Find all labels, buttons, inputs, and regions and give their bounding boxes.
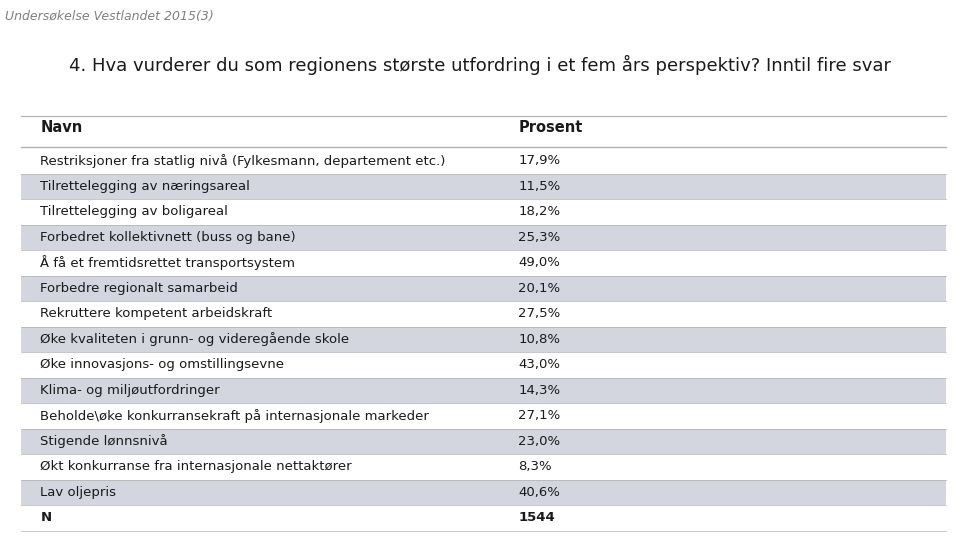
Text: Forbedret kollektivnett (buss og bane): Forbedret kollektivnett (buss og bane)	[40, 231, 296, 244]
Text: Navn: Navn	[40, 120, 83, 135]
Text: Tilrettelegging av næringsareal: Tilrettelegging av næringsareal	[40, 180, 251, 193]
Text: 10,8%: 10,8%	[518, 333, 561, 346]
Text: 49,0%: 49,0%	[518, 256, 561, 269]
Text: Rekruttere kompetent arbeidskraft: Rekruttere kompetent arbeidskraft	[40, 307, 273, 320]
Text: 4. Hva vurderer du som regionens største utfordring i et fem års perspektiv? Inn: 4. Hva vurderer du som regionens største…	[69, 55, 891, 75]
Text: 25,3%: 25,3%	[518, 231, 561, 244]
Text: 8,3%: 8,3%	[518, 460, 552, 473]
Text: Øke kvaliteten i grunn- og videregående skole: Øke kvaliteten i grunn- og videregående …	[40, 332, 349, 346]
Bar	[21, 327, 946, 352]
Text: 20,1%: 20,1%	[518, 282, 561, 295]
Text: Tilrettelegging av boligareal: Tilrettelegging av boligareal	[40, 205, 228, 218]
Text: Klima- og miljøutfordringer: Klima- og miljøutfordringer	[40, 384, 220, 397]
Text: Prosent: Prosent	[518, 120, 583, 135]
Text: Forbedre regionalt samarbeid: Forbedre regionalt samarbeid	[40, 282, 238, 295]
Text: Økt konkurranse fra internasjonale nettaktører: Økt konkurranse fra internasjonale netta…	[40, 460, 352, 473]
Text: Øke innovasjons- og omstillingsevne: Øke innovasjons- og omstillingsevne	[40, 358, 284, 372]
Bar	[21, 173, 946, 199]
Text: Restriksjoner fra statlig nivå (Fylkesmann, departement etc.): Restriksjoner fra statlig nivå (Fylkesma…	[40, 154, 445, 168]
Text: 40,6%: 40,6%	[518, 486, 561, 499]
Text: 11,5%: 11,5%	[518, 180, 561, 193]
Text: 18,2%: 18,2%	[518, 205, 561, 218]
Text: N: N	[40, 511, 52, 524]
Text: Stigende lønnsnivå: Stigende lønnsnivå	[40, 434, 168, 448]
Bar	[21, 429, 946, 454]
Text: 27,5%: 27,5%	[518, 307, 561, 320]
Text: 43,0%: 43,0%	[518, 358, 561, 372]
Text: Lav oljepris: Lav oljepris	[40, 486, 116, 499]
Text: Undersøkelse Vestlandet 2015(3): Undersøkelse Vestlandet 2015(3)	[5, 10, 214, 23]
Bar	[21, 225, 946, 250]
Bar	[21, 377, 946, 403]
Text: Å få et fremtidsrettet transportsystem: Å få et fremtidsrettet transportsystem	[40, 255, 296, 270]
Bar	[21, 480, 946, 505]
Text: 1544: 1544	[518, 511, 555, 524]
Bar	[21, 275, 946, 301]
Text: 17,9%: 17,9%	[518, 154, 561, 167]
Text: Beholde\øke konkurransekraft på internasjonale markeder: Beholde\øke konkurransekraft på internas…	[40, 409, 429, 423]
Text: 23,0%: 23,0%	[518, 435, 561, 448]
Text: 14,3%: 14,3%	[518, 384, 561, 397]
Text: 27,1%: 27,1%	[518, 409, 561, 422]
